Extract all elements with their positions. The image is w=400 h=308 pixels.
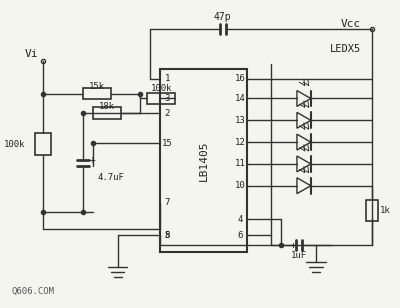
Text: Vcc: Vcc: [340, 19, 360, 29]
Text: 6: 6: [238, 231, 243, 240]
Text: 10: 10: [235, 181, 246, 190]
Text: 18k: 18k: [98, 102, 115, 111]
Text: 7: 7: [164, 198, 170, 207]
Text: 4: 4: [238, 215, 243, 224]
Bar: [147, 92, 175, 104]
Text: +: +: [290, 241, 296, 250]
Bar: [160, 69, 247, 252]
Text: 14: 14: [235, 94, 246, 103]
Text: 1: 1: [164, 74, 170, 83]
Text: 12: 12: [235, 138, 246, 147]
Text: 15k: 15k: [89, 82, 105, 91]
Text: 47p: 47p: [214, 12, 232, 22]
Bar: [93, 107, 120, 119]
Text: LEDX5: LEDX5: [330, 44, 361, 54]
Text: 4.7uF: 4.7uF: [98, 173, 124, 182]
Text: 3: 3: [164, 94, 170, 103]
Bar: [35, 133, 51, 155]
Text: 1uF: 1uF: [291, 251, 307, 260]
Bar: [366, 200, 378, 221]
Text: 16: 16: [235, 74, 246, 83]
Text: Vi: Vi: [24, 49, 38, 59]
Text: 8: 8: [164, 231, 170, 240]
Text: 11: 11: [235, 160, 246, 168]
Bar: [83, 87, 110, 99]
Text: Q606.COM: Q606.COM: [12, 287, 55, 296]
Text: 13: 13: [235, 116, 246, 125]
Text: 100k: 100k: [4, 140, 25, 148]
Text: 1k: 1k: [380, 206, 391, 215]
Text: 15: 15: [162, 139, 172, 148]
Text: LB1405: LB1405: [199, 140, 209, 181]
Text: 2: 2: [164, 109, 170, 118]
Text: +: +: [90, 155, 96, 165]
Text: 100k: 100k: [150, 84, 172, 93]
Text: 5: 5: [164, 231, 170, 240]
